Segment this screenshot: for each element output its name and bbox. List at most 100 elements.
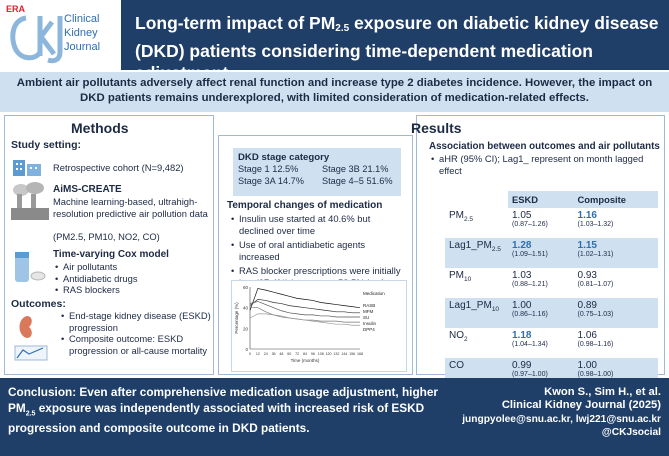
table-row: PM10 1.03 (0.88–1.21) 0.93 (0.81–1.07) [445, 268, 658, 298]
x-tick-label: 120 [326, 352, 332, 356]
x-tick-label: 108 [318, 352, 324, 356]
assoc-note: aHR (95% CI); Lag1_ represent on month l… [431, 153, 657, 176]
citation: Kwon S., Sim H., et al. Clinical Kidney … [451, 386, 661, 440]
conclusion-text: Conclusion: Even after comprehensive med… [8, 385, 439, 415]
contact-emails[interactable]: jungpyolee@snu.ac.kr, lwj221@snu.ac.kr [462, 413, 661, 425]
series-line-mfm [249, 299, 360, 314]
authors: Kwon S., Sim H., et al. [544, 386, 661, 398]
series-line-dpp4 [249, 313, 360, 326]
eskd-ci: (0.86–1.16) [512, 311, 548, 318]
title-subscript: 2.5 [335, 23, 350, 34]
journal-name-line: Kidney [64, 27, 98, 39]
list-item: End-stage kidney disease (ESKD) progress… [61, 310, 211, 333]
legend-label: Insulin [363, 321, 377, 326]
x-tick-label: 132 [333, 352, 339, 356]
aims-title: AiMS-CREATE [53, 184, 122, 195]
methods-panel: Methods Study setting: Retrospective coh… [4, 115, 214, 375]
row-label-text: PM [449, 270, 464, 281]
list-item: aHR (95% CI); Lag1_ represent on month l… [431, 153, 657, 176]
legend-label: DPP4 [363, 327, 375, 332]
title-text: Long-term impact of PM [135, 13, 336, 33]
table-row: Lag1_PM10 1.00 (0.86–1.16) 0.89 (0.75–1.03) [445, 298, 658, 328]
row-label-subscript: 2 [464, 336, 468, 343]
list-item: Composite outcome: ESKD progression or a… [61, 333, 211, 356]
row-label: PM2.5 [445, 208, 508, 238]
list-item: Insulin use started at 40.6% but decline… [231, 213, 407, 236]
row-label-subscript: 10 [464, 276, 472, 283]
eskd-cell: 1.18 (1.04–1.34) [508, 328, 574, 358]
table-header-composite: Composite [573, 191, 658, 208]
y-tick-label: 60 [243, 285, 249, 290]
y-tick-label: 40 [243, 306, 249, 311]
journal-name-line: Clinical [64, 13, 100, 25]
composite-ci: (0.98–1.16) [577, 341, 614, 348]
x-tick-label: 0 [249, 352, 251, 356]
row-label-text: PM [449, 210, 464, 221]
series-line-su [249, 301, 360, 318]
row-label-text: CO [449, 360, 464, 371]
aims-pollutants: (PM2.5, PM10, NO2, CO) [53, 231, 160, 242]
row-label-text: Lag1_PM [449, 300, 492, 311]
row-label-text: Lag1_PM [449, 240, 492, 251]
table-row: NO2 1.18 (1.04–1.34) 1.06 (0.98–1.16) [445, 328, 658, 358]
social-handle[interactable]: @CKJsocial [601, 427, 661, 439]
composite-value: 0.89 [577, 300, 597, 311]
x-tick-label: 96 [311, 352, 315, 356]
y-tick-label: 0 [245, 347, 248, 352]
x-tick-label: 36 [272, 352, 276, 356]
y-tick-label: 20 [243, 326, 249, 331]
row-label: Lag1_PM2.5 [445, 238, 508, 268]
eskd-ci: (0.88–1.21) [512, 281, 548, 288]
eskd-value: 1.28 [512, 240, 532, 251]
list-item: Antidiabetic drugs [55, 273, 138, 285]
table-header-row: ESKD Composite [445, 191, 658, 208]
conclusion: Conclusion: Even after comprehensive med… [8, 385, 448, 437]
page-title: Long-term impact of PM2.5 exposure on di… [121, 0, 669, 83]
stage-cell: Stage 3B 21.1% [322, 164, 389, 174]
results-panel: Results Association between outcomes and… [411, 115, 665, 388]
stage-grid: Stage 1 12.5% Stage 3B 21.1% Stage 3A 14… [238, 164, 396, 187]
eskd-ci: (0.87–1.26) [512, 221, 548, 228]
temporal-title: Temporal changes of medication [227, 200, 383, 211]
legend-label: MFM [363, 309, 373, 314]
legend-label: RASB [363, 303, 375, 308]
cox-title: Time-varying Cox model [53, 249, 169, 260]
composite-ci: (0.75–1.03) [577, 311, 614, 318]
ckj-logo-icon [10, 15, 63, 64]
composite-ci: (1.02–1.31) [577, 251, 614, 258]
composite-value: 1.06 [577, 330, 597, 341]
assoc-title: Association between outcomes and air pol… [429, 141, 660, 152]
eskd-ci: (1.09–1.51) [512, 251, 548, 258]
journal-logo: ERA Clinical Kidney Journal [0, 0, 120, 70]
methods-title: Methods [71, 120, 129, 136]
legend-label: SU [363, 315, 369, 320]
list-item: Air pollutants [55, 261, 138, 273]
header: ERA Clinical Kidney Journal Long-term im… [0, 0, 669, 83]
x-axis-label: Time (months) [291, 358, 320, 363]
table-header-empty [445, 191, 508, 208]
journal-name: Clinical Kidney Journal [64, 12, 120, 54]
composite-cell: 1.06 (0.98–1.16) [574, 328, 658, 358]
medication-panel: DKD stage category Stage 1 12.5% Stage 3… [218, 135, 413, 375]
x-tick-label: 84 [303, 352, 307, 356]
x-tick-label: 12 [256, 352, 260, 356]
aims-description: Machine learning-based, ultrahigh-resolu… [53, 196, 208, 219]
cohort-text: Retrospective cohort (N=9,482) [53, 162, 184, 173]
stage-title: DKD stage category [238, 152, 330, 163]
outcome-list: End-stage kidney disease (ESKD) progress… [61, 310, 211, 356]
composite-cell: 1.16 (1.03–1.32) [574, 208, 658, 238]
journal-name-line: Journal [64, 41, 101, 53]
study-setting-label: Study setting: [11, 139, 81, 151]
list-item: RAS blockers [55, 284, 138, 296]
eskd-cell: 1.05 (0.87–1.26) [508, 208, 574, 238]
x-tick-label: 168 [357, 352, 363, 356]
era-badge: ERA [6, 4, 26, 14]
eskd-value: 1.00 [512, 300, 532, 311]
row-label-subscript: 10 [491, 306, 500, 313]
composite-value: 1.00 [577, 360, 597, 371]
medication-chart: 0 20 40 60 0 12 24 36 48 60 72 84 96 108 120 132 144 156 1… [231, 280, 407, 372]
composite-cell: 0.93 (0.81–1.07) [574, 268, 658, 298]
factory-icon [11, 182, 49, 220]
temporal-list: Insulin use started at 40.6% but decline… [231, 213, 407, 288]
results-table-body: PM2.5 1.05 (0.87–1.26) 1.16 (1.03–1.32) Lag1_… [445, 208, 658, 388]
